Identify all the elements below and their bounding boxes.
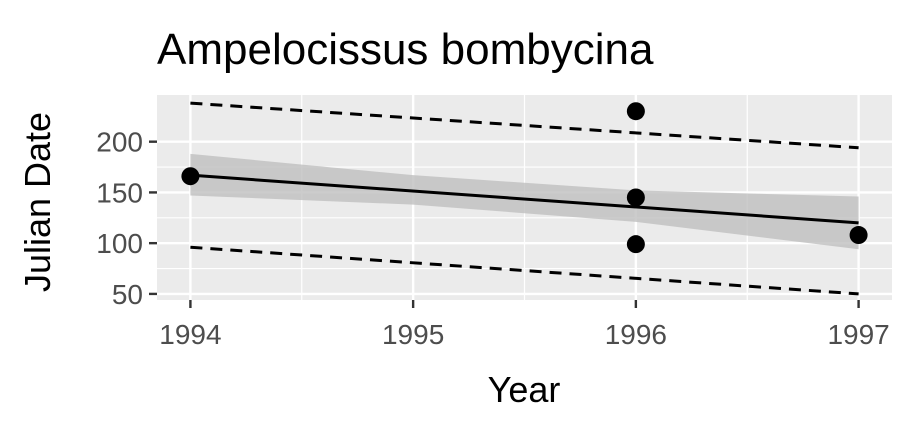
y-tick-label: 200 bbox=[96, 127, 143, 158]
prediction-interval-lower bbox=[190, 245, 859, 296]
y-axis-title: Julian Date bbox=[17, 112, 58, 292]
confidence-band bbox=[190, 153, 859, 250]
x-tick-label: 1995 bbox=[382, 319, 444, 350]
data-point bbox=[626, 102, 645, 121]
x-axis: 1994 1995 1996 1997 bbox=[159, 300, 890, 350]
data-point bbox=[181, 167, 200, 186]
data-point bbox=[626, 188, 645, 207]
confidence-band-layer bbox=[190, 153, 859, 250]
data-point bbox=[849, 226, 868, 245]
chart-title: Ampelocissus bombycina bbox=[157, 25, 654, 74]
y-tick-label: 100 bbox=[96, 228, 143, 259]
x-axis-title: Year bbox=[488, 369, 561, 410]
x-tick-label: 1996 bbox=[605, 319, 667, 350]
y-axis: 50 100 150 200 bbox=[96, 127, 157, 310]
x-tick-label: 1994 bbox=[159, 319, 221, 350]
x-tick-label: 1997 bbox=[827, 319, 889, 350]
regression-line bbox=[190, 173, 859, 225]
line-layer bbox=[190, 101, 859, 296]
point-layer bbox=[181, 102, 868, 254]
y-tick-label: 150 bbox=[96, 177, 143, 208]
prediction-interval-upper bbox=[190, 101, 859, 150]
data-point bbox=[626, 235, 645, 254]
y-tick-label: 50 bbox=[112, 279, 143, 310]
